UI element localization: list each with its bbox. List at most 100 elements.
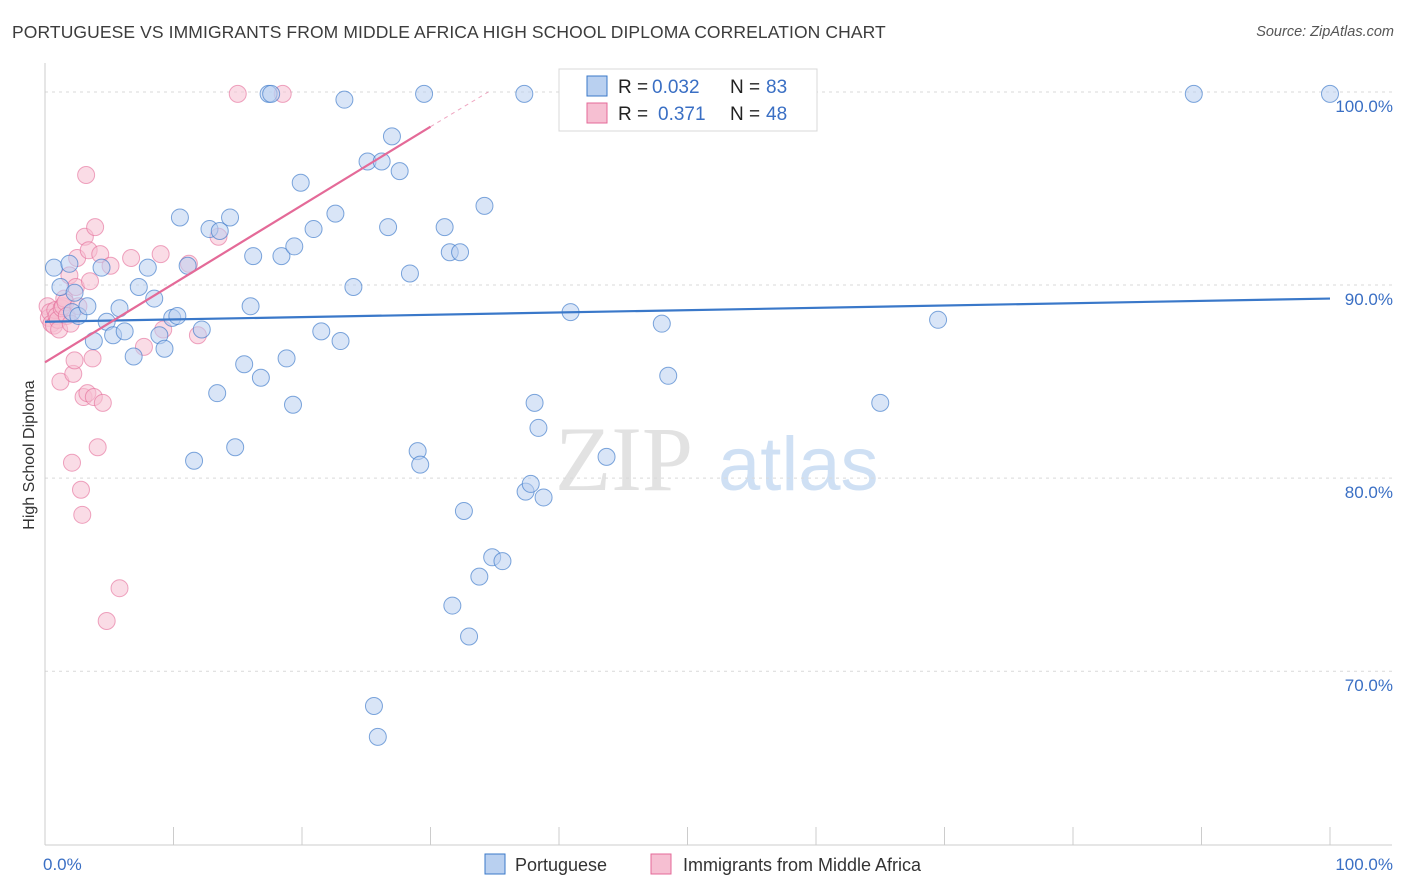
legend-label-immigrants: Immigrants from Middle Africa [683,855,922,875]
data-point-portuguese [226,438,245,457]
data-point-portuguese [277,349,296,368]
data-point-portuguese [411,455,430,474]
data-point-portuguese [244,247,263,266]
data-point-portuguese [364,696,383,715]
data-point-portuguese [138,258,157,277]
data-point-immigrants [71,480,90,499]
trend-lines [44,91,1331,364]
axes [44,63,1392,846]
data-point-portuguese [235,355,254,374]
data-point-portuguese [454,501,473,520]
legend-r-label: R = [618,104,648,125]
tick-labels: 100.0% 90.0% 80.0% 70.0% 0.0% 100.0% [43,97,1393,874]
data-point-portuguese [210,221,229,240]
data-point-portuguese [60,254,79,273]
data-point-portuguese [521,474,540,493]
data-point-portuguese [390,162,409,181]
data-point-portuguese [78,297,97,316]
data-point-portuguese [652,314,671,333]
data-point-portuguese [326,204,345,223]
data-point-portuguese [192,320,211,339]
y-tick-label: 90.0% [1345,290,1393,309]
data-point-immigrants [77,165,96,184]
data-point-portuguese [155,339,174,358]
data-point-immigrants [122,249,141,268]
data-point-portuguese [493,552,512,571]
data-point-portuguese [1184,84,1203,103]
legend-n-label: N = [730,77,760,98]
data-point-portuguese [368,727,387,746]
data-point-portuguese [470,567,489,586]
data-point-portuguese [168,306,187,325]
trend-line-portuguese [44,297,1331,323]
data-point-immigrants [86,218,105,237]
data-point-immigrants [62,453,81,472]
data-point-portuguese [529,418,548,437]
data-point-portuguese [597,447,616,466]
data-point-portuguese [443,596,462,615]
data-point-portuguese [272,247,291,266]
data-point-portuguese [871,393,890,412]
data-point-portuguese [170,208,189,227]
legend-n-value: 48 [766,104,787,125]
trend-line-immigrants-extension [430,91,489,128]
data-point-portuguese [284,395,303,414]
trend-line-immigrants [44,125,432,364]
data-point-portuguese [304,220,323,239]
data-point-portuguese [291,173,310,192]
y-tick-label: 80.0% [1345,483,1393,502]
legend-r-label: R = [618,77,648,98]
source-label: Source: ZipAtlas.com [1256,24,1394,40]
data-point-immigrants [80,272,99,291]
data-point-immigrants [83,349,102,368]
watermark-atlas: atlas [718,422,879,507]
data-point-immigrants [110,579,129,598]
data-point-portuguese [331,332,350,351]
data-point-portuguese [65,283,84,302]
data-point-portuguese [185,451,204,470]
data-point-portuguese [435,218,454,237]
legend-r-value: 0.032 [652,77,700,98]
legend-r-value: 0.371 [658,104,706,125]
points-portuguese [44,84,1339,746]
watermark-zip: ZIP [555,408,693,510]
legend-n-label: N = [730,104,760,125]
data-point-portuguese [415,84,434,103]
gridlines [45,91,1392,672]
data-point-portuguese [475,196,494,215]
legend-swatch-immigrants [650,853,672,875]
data-point-portuguese [221,208,240,227]
y-axis-title: High School Diploma [21,380,38,530]
data-point-immigrants [228,84,247,103]
data-point-portuguese [525,393,544,412]
data-point-portuguese [659,366,678,385]
data-point-portuguese [251,368,270,387]
data-point-portuguese [92,258,111,277]
data-point-portuguese [460,627,479,646]
data-point-portuguese [335,90,354,109]
legend-swatch-portuguese [484,853,506,875]
data-point-portuguese [929,310,948,329]
data-point-portuguese [1321,84,1339,103]
data-point-immigrants [73,505,92,524]
series-legend: Portuguese Immigrants from Middle Africa [484,853,922,875]
data-point-portuguese [124,347,143,366]
data-point-portuguese [451,243,470,262]
data-point-portuguese [115,322,134,341]
data-point-portuguese [382,127,401,146]
data-point-immigrants [151,245,170,264]
data-point-portuguese [44,258,63,277]
chart-title: PORTUGUESE VS IMMIGRANTS FROM MIDDLE AFR… [12,22,886,42]
data-point-immigrants [65,351,84,370]
data-point-portuguese [208,384,227,403]
data-point-portuguese [145,289,164,308]
data-point-immigrants [93,393,112,412]
stats-legend: R = 0.032 N = 83 R = 0.371 N = 48 [558,68,818,132]
x-tick-label: 100.0% [1335,855,1393,874]
data-point-portuguese [312,322,331,341]
data-point-portuguese [241,297,260,316]
data-point-portuguese [534,488,553,507]
data-point-immigrants [97,612,116,631]
legend-swatch-immigrants [586,102,608,124]
